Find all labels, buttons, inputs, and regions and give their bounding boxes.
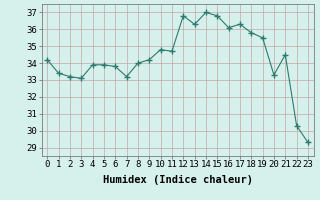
X-axis label: Humidex (Indice chaleur): Humidex (Indice chaleur) — [103, 175, 252, 185]
